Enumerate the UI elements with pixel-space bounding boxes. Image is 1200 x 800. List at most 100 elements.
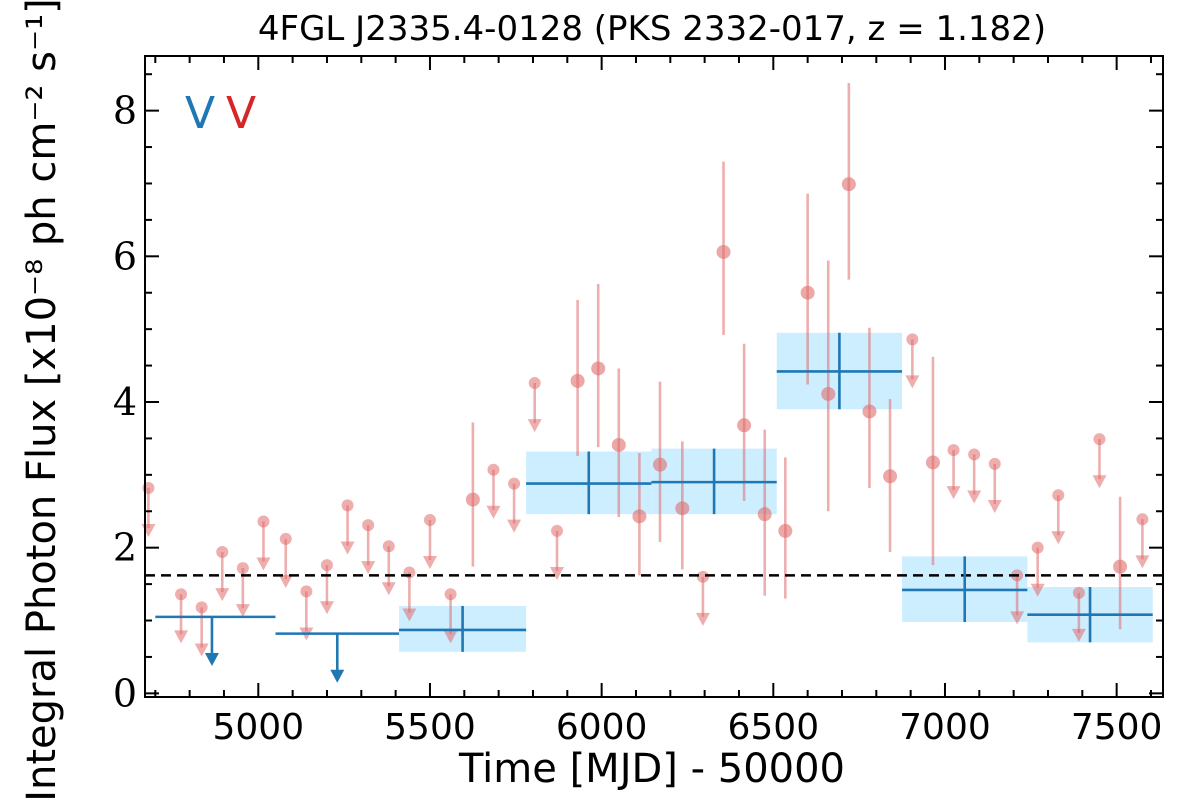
monthly-upper-limit-point <box>947 444 960 457</box>
monthly-upper-limit-arrow <box>278 574 293 588</box>
monthly-upper-limit-arrow <box>319 601 334 615</box>
legend-mark-monthly: V <box>226 88 256 139</box>
chart-title: 4FGL J2335.4-0128 (PKS 2332-017, z = 1.1… <box>258 9 1046 49</box>
x-tick-label: 6000 <box>556 707 648 748</box>
y-tick-label: 0 <box>113 671 137 715</box>
monthly-flux-point <box>716 244 731 259</box>
monthly-upper-limit-point <box>551 524 564 537</box>
monthly-upper-limit-point <box>1136 513 1149 526</box>
axis-tick-labels: 5000 5500 6000 6500 7000 7500 0 2 4 6 8 <box>113 89 1163 748</box>
monthly-upper-limit-point <box>696 570 709 583</box>
monthly-upper-limit-arrow <box>141 524 156 538</box>
monthly-upper-limit-point <box>279 532 292 545</box>
monthly-upper-limit-arrow <box>443 630 458 644</box>
monthly-upper-limit-point <box>300 585 313 598</box>
legend-mark-yearly: V <box>185 88 215 139</box>
monthly-upper-limit-arrow <box>905 375 920 389</box>
monthly-flux-point <box>841 177 856 192</box>
y-axis-label: Integral Photon Flux [x10⁻⁸ ph cm⁻² s⁻¹] <box>19 0 65 800</box>
monthly-upper-limit-point <box>968 448 981 461</box>
monthly-upper-limit-point <box>175 588 188 601</box>
monthly-flux-point <box>757 507 772 522</box>
monthly-flux-point <box>862 404 877 419</box>
monthly-upper-limit-point <box>195 601 208 614</box>
monthly-flux-point <box>883 469 898 484</box>
monthly-flux-point <box>465 492 480 507</box>
monthly-upper-limit-arrow <box>507 519 522 533</box>
axis-ticks <box>145 56 1163 697</box>
legend-markers: V V <box>185 88 256 139</box>
monthly-flux-point <box>611 437 626 452</box>
monthly-upper-limit-point <box>988 457 1001 470</box>
monthly-upper-limit-arrow <box>1092 475 1107 489</box>
x-tick-label: 7000 <box>899 707 991 748</box>
monthly-flux-point <box>570 373 585 388</box>
monthly-upper-limit-arrow <box>194 643 209 657</box>
y-tick-label: 2 <box>113 526 137 570</box>
monthly-flux-point <box>821 386 836 401</box>
monthly-upper-limit-arrow <box>987 499 1002 513</box>
monthly-flux-point <box>737 418 752 433</box>
monthly-upper-limit-point <box>1072 586 1085 599</box>
monthly-upper-limit-point <box>320 559 333 572</box>
monthly-upper-limit-point <box>382 540 395 553</box>
y-tick-label: 8 <box>113 89 137 133</box>
monthly-flux-point <box>675 501 690 516</box>
monthly-upper-limit-arrow <box>967 490 982 504</box>
monthly-upper-limit-arrow <box>946 486 961 500</box>
x-axis-label: Time [MJD] - 50000 <box>458 746 845 792</box>
monthly-flux-point <box>653 457 668 472</box>
x-tick-label: 5000 <box>212 707 304 748</box>
monthly-upper-limit-arrow <box>235 604 250 618</box>
monthly-flux-point <box>591 361 606 376</box>
x-tick-label: 5500 <box>384 707 476 748</box>
monthly-upper-limit-point <box>444 588 457 601</box>
monthly-upper-limit-point <box>257 515 270 528</box>
monthly-flux-series <box>141 82 1150 657</box>
monthly-upper-limit-point <box>236 562 249 575</box>
x-tick-label: 6500 <box>727 707 819 748</box>
monthly-upper-limit-arrow <box>174 630 189 644</box>
yearly-upper-limit-arrow <box>330 669 345 683</box>
monthly-flux-point <box>1113 559 1128 574</box>
y-tick-label: 4 <box>113 380 137 424</box>
y-tick-label: 6 <box>113 234 137 278</box>
monthly-upper-limit-arrow <box>381 582 396 596</box>
monthly-upper-limit-point <box>362 519 375 532</box>
monthly-flux-point <box>632 509 647 524</box>
monthly-upper-limit-point <box>403 566 416 579</box>
yearly-bin-error-bands <box>399 332 1153 652</box>
monthly-flux-point <box>800 285 815 300</box>
monthly-upper-limit-arrow <box>1030 583 1045 597</box>
monthly-upper-limit-arrow <box>527 419 542 433</box>
monthly-upper-limit-arrow <box>422 556 437 570</box>
monthly-upper-limit-arrow <box>340 541 355 555</box>
monthly-upper-limit-point <box>487 463 500 476</box>
monthly-upper-limit-arrow <box>215 588 230 602</box>
monthly-upper-limit-point <box>1093 433 1106 446</box>
x-tick-label: 7500 <box>1071 707 1163 748</box>
monthly-upper-limit-point <box>341 499 354 512</box>
monthly-flux-point <box>925 455 940 470</box>
monthly-upper-limit-arrow <box>1071 628 1086 642</box>
monthly-upper-limit-arrow <box>361 561 376 575</box>
yearly-upper-limit-arrow <box>204 652 219 666</box>
monthly-upper-limit-point <box>216 546 229 559</box>
monthly-upper-limit-point <box>423 513 436 526</box>
monthly-upper-limit-arrow <box>1010 611 1025 625</box>
monthly-upper-limit-arrow <box>486 505 501 519</box>
monthly-upper-limit-arrow <box>695 612 710 626</box>
monthly-upper-limit-arrow <box>550 566 565 580</box>
plot-frame <box>144 55 1164 698</box>
yearly-flux-series <box>155 332 1153 683</box>
monthly-upper-limit-arrow <box>1051 531 1066 545</box>
monthly-upper-limit-point <box>906 333 919 346</box>
monthly-upper-limit-point <box>528 377 541 390</box>
monthly-upper-limit-point <box>1052 489 1065 502</box>
monthly-upper-limit-point <box>508 477 521 490</box>
monthly-upper-limit-arrow <box>402 608 417 622</box>
monthly-upper-limit-arrow <box>1135 555 1150 569</box>
monthly-flux-point <box>778 523 793 538</box>
monthly-upper-limit-arrow <box>256 557 271 571</box>
